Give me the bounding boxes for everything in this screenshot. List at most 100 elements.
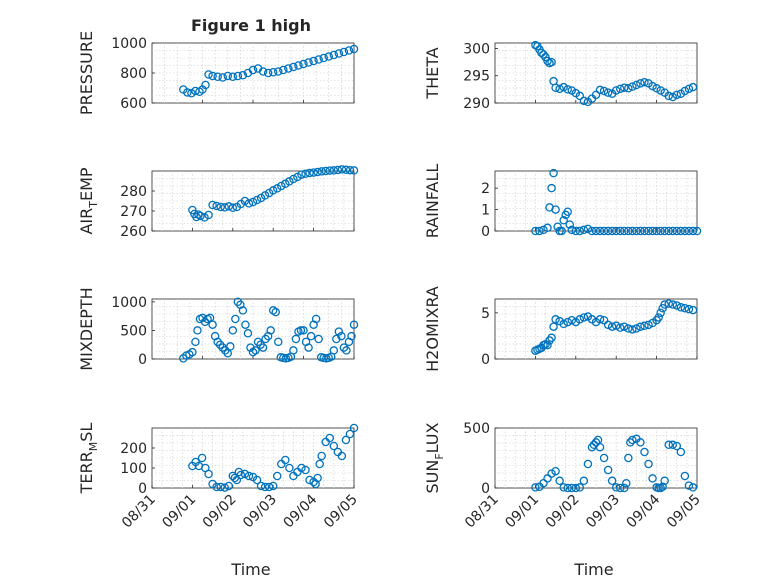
data-point bbox=[347, 331, 356, 341]
data-point bbox=[345, 165, 355, 175]
y-axis-label-subscript: F bbox=[433, 453, 446, 459]
y-tick-label: 0 bbox=[138, 352, 147, 368]
y-tick-label: 1000 bbox=[111, 295, 147, 311]
data-point bbox=[231, 314, 240, 324]
data-point bbox=[563, 207, 572, 216]
data-point bbox=[680, 471, 690, 481]
data-point bbox=[549, 168, 558, 178]
data-point bbox=[535, 226, 544, 236]
y-axis-label-subscript: T bbox=[87, 201, 100, 209]
data-point bbox=[329, 441, 339, 451]
subplot-pressure: 600 800 1000 PRESSURE bbox=[77, 31, 359, 115]
data-point bbox=[339, 47, 349, 57]
data-point bbox=[252, 195, 262, 205]
data-point bbox=[329, 346, 339, 355]
data-point bbox=[329, 50, 339, 60]
data-point bbox=[183, 88, 192, 97]
data-point bbox=[591, 226, 601, 236]
data-point bbox=[313, 167, 322, 177]
data-point bbox=[640, 321, 649, 331]
data-point bbox=[271, 307, 280, 317]
data-point bbox=[201, 80, 210, 90]
data-point bbox=[676, 303, 686, 312]
data-point bbox=[575, 226, 585, 236]
x-tick-label: 09/04 bbox=[281, 491, 321, 531]
data-point bbox=[644, 320, 653, 330]
data-point bbox=[216, 202, 225, 212]
data-point bbox=[315, 459, 324, 469]
data-point bbox=[652, 226, 661, 236]
data-point bbox=[571, 483, 581, 493]
data-point bbox=[284, 64, 293, 73]
x-tick-label: 09/03 bbox=[240, 492, 280, 532]
y-axis-label: PRESSURE bbox=[77, 31, 96, 115]
data-point bbox=[226, 342, 235, 351]
data-point bbox=[664, 440, 673, 450]
data-point bbox=[349, 320, 359, 329]
data-point bbox=[563, 483, 572, 493]
y-tick-label: 5 bbox=[481, 306, 490, 322]
data-point bbox=[345, 429, 355, 439]
data-point bbox=[319, 53, 328, 63]
data-point bbox=[233, 71, 243, 81]
data-point bbox=[313, 473, 322, 483]
data-point bbox=[579, 225, 589, 235]
data-point bbox=[285, 463, 294, 473]
data-point bbox=[628, 435, 637, 445]
data-point bbox=[304, 343, 313, 352]
data-point bbox=[636, 438, 645, 447]
data-point bbox=[632, 324, 641, 333]
data-point bbox=[263, 68, 273, 78]
data-point bbox=[294, 61, 303, 70]
data-point bbox=[660, 300, 669, 309]
data-point bbox=[297, 170, 306, 179]
data-point bbox=[241, 320, 250, 329]
data-point bbox=[684, 226, 694, 236]
data-point bbox=[309, 56, 318, 66]
data-point bbox=[652, 84, 661, 93]
data-point bbox=[656, 226, 665, 236]
data-point bbox=[559, 319, 568, 329]
data-point bbox=[299, 59, 308, 69]
data-point bbox=[648, 226, 657, 236]
data-point bbox=[615, 226, 625, 236]
data-point bbox=[547, 183, 556, 193]
data-point bbox=[611, 321, 621, 331]
data-point bbox=[317, 167, 326, 176]
data-point bbox=[680, 303, 690, 313]
data-point bbox=[692, 226, 702, 236]
data-point bbox=[220, 483, 229, 492]
data-point bbox=[236, 470, 246, 480]
data-point bbox=[281, 455, 290, 465]
data-point bbox=[277, 181, 286, 191]
data-point bbox=[212, 201, 221, 211]
data-point bbox=[337, 331, 346, 341]
data-point bbox=[204, 70, 213, 79]
data-point bbox=[680, 86, 690, 96]
data-point bbox=[238, 71, 248, 80]
data-point bbox=[555, 84, 564, 94]
y-axis-label: TERRMSL bbox=[77, 423, 100, 495]
data-point bbox=[603, 226, 613, 236]
y-tick-label: 295 bbox=[463, 69, 490, 85]
data-point bbox=[648, 474, 657, 483]
x-tick-label: 08/31 bbox=[119, 492, 159, 532]
data-point bbox=[672, 226, 682, 236]
data-point bbox=[196, 211, 205, 221]
y-tick-label: 0 bbox=[481, 352, 490, 368]
data-point bbox=[680, 226, 690, 236]
data-point bbox=[571, 226, 581, 236]
data-point bbox=[531, 226, 540, 236]
data-point bbox=[688, 226, 698, 236]
data-point bbox=[296, 326, 306, 335]
data-point bbox=[567, 225, 577, 235]
subplot-theta: 290 295 300 THETA bbox=[423, 40, 698, 112]
data-point bbox=[660, 226, 669, 236]
data-point bbox=[599, 453, 609, 463]
data-point bbox=[266, 326, 275, 335]
data-point bbox=[603, 465, 613, 475]
data-point bbox=[563, 85, 572, 94]
figure-title: Figure 1 high bbox=[191, 16, 311, 35]
data-point bbox=[297, 463, 306, 473]
